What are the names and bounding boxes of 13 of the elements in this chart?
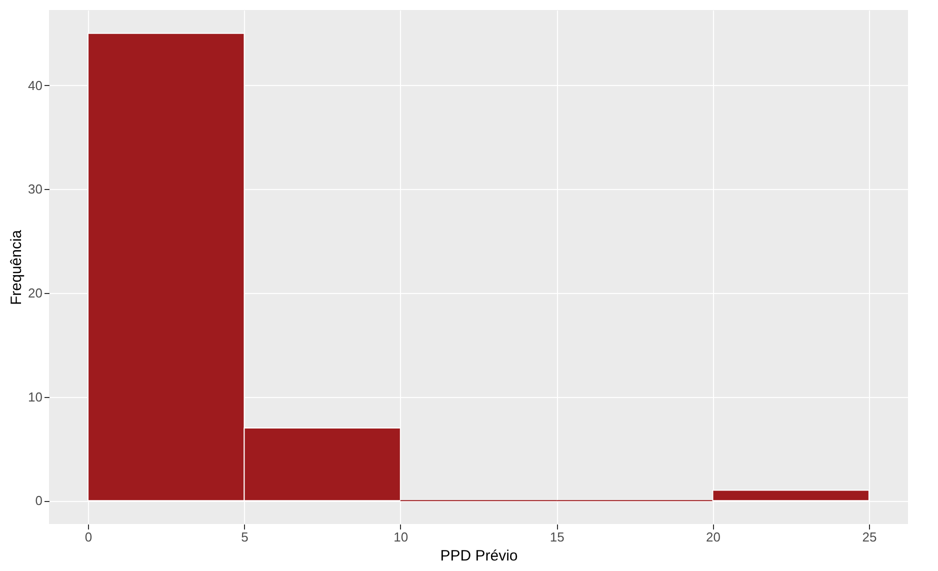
x-tick-label: 10 bbox=[394, 530, 408, 544]
x-tick-label: 5 bbox=[241, 530, 248, 544]
y-tick-label: 10 bbox=[28, 389, 42, 404]
x-tick-label: 20 bbox=[706, 530, 721, 544]
y-tick-label: 0 bbox=[35, 493, 42, 508]
y-tick-label: 30 bbox=[28, 182, 42, 197]
x-tick-label: 15 bbox=[550, 530, 564, 544]
x-tick-label: 25 bbox=[862, 530, 877, 544]
x-tick-label: 0 bbox=[84, 530, 92, 544]
y-tick-label: 20 bbox=[28, 285, 42, 300]
y-tick-label: 40 bbox=[28, 78, 42, 93]
x-axis-title: PPD Prévio bbox=[440, 548, 518, 564]
y-axis-title: Frequência bbox=[8, 229, 26, 306]
